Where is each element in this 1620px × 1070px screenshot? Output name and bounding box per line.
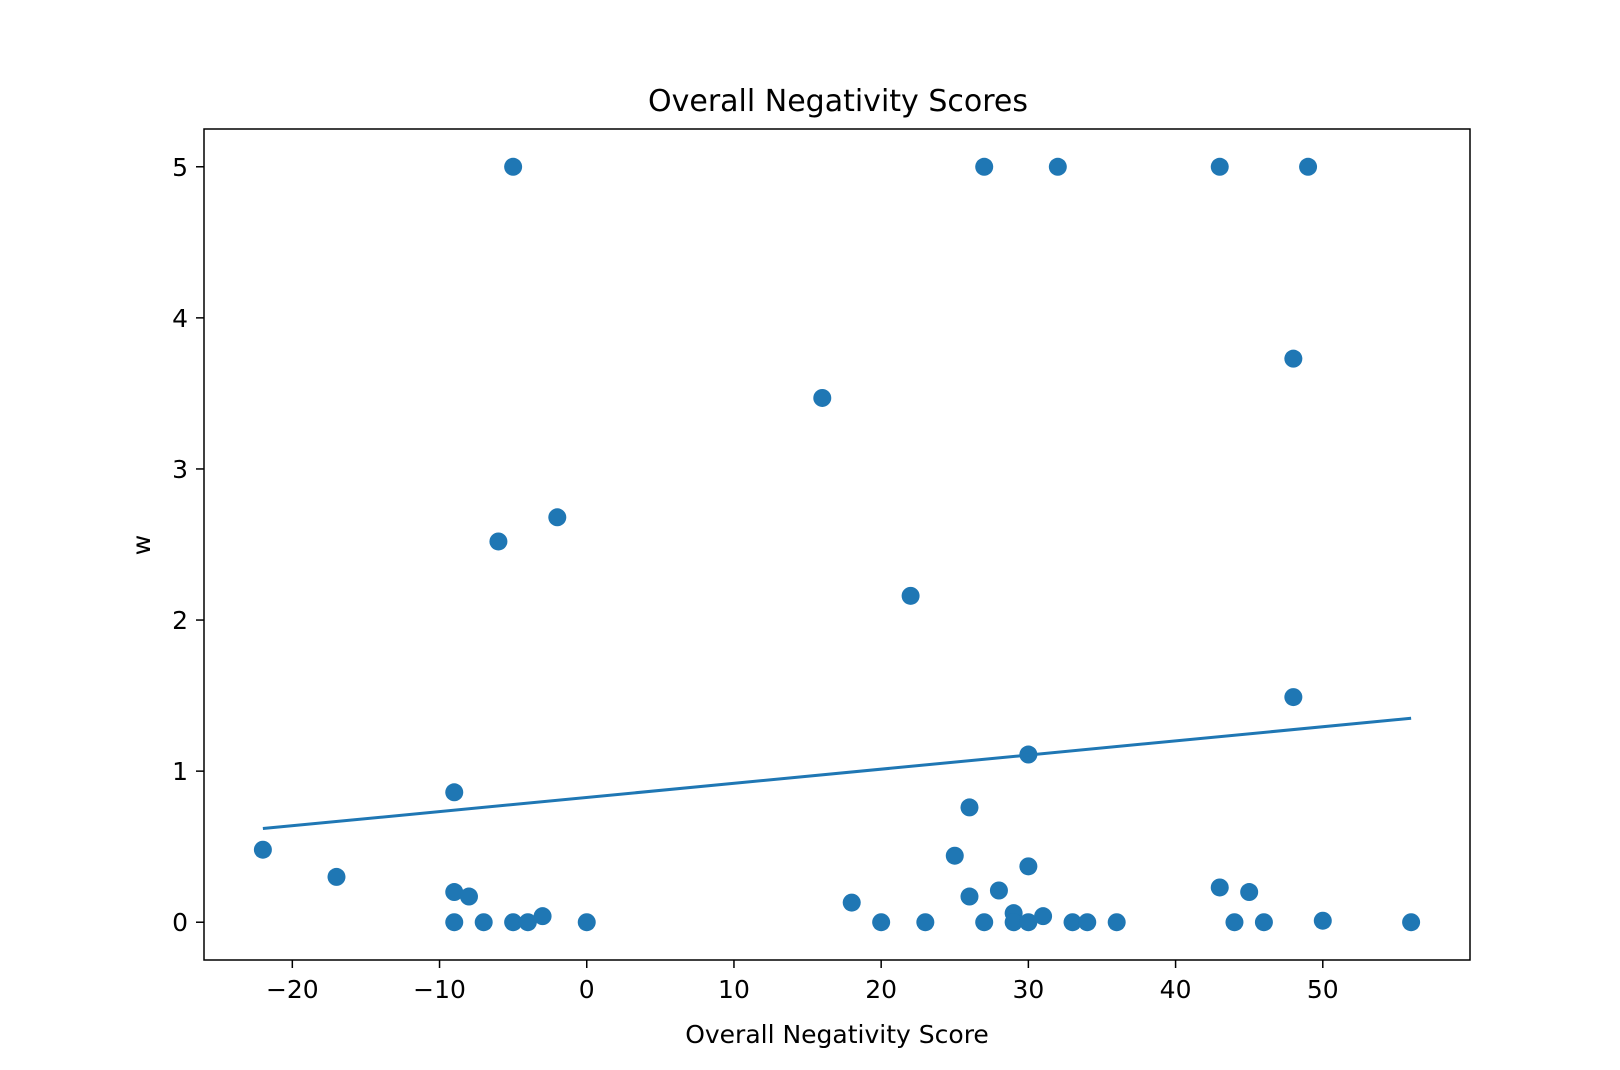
scatter-point [1284,688,1303,707]
scatter-point [1299,157,1318,176]
scatter-point [1225,913,1244,932]
scatter-point [327,867,346,886]
scatter-point [975,913,994,932]
x-axis-ticks: −20 −10 0 10 20 30 40 50 [266,960,1339,1004]
y-tick-label: 1 [172,757,188,786]
scatter-point [1210,157,1229,176]
x-tick-label: 40 [1160,975,1192,1004]
scatter-point [445,783,464,802]
scatter-point [445,913,464,932]
scatter-point [504,913,523,932]
scatter-point [1313,911,1332,930]
scatter-point [504,157,523,176]
scatter-point [842,893,861,912]
scatter-point [813,388,832,407]
scatter-point [548,508,567,527]
y-tick-label: 4 [172,304,188,333]
scatter-point [489,532,508,551]
scatter-point [577,913,596,932]
x-axis-label: Overall Negativity Score [685,1020,989,1049]
scatter-point [1284,349,1303,368]
y-axis-ticks: 0 1 2 3 4 5 [172,153,204,937]
x-tick-label: 30 [1012,975,1044,1004]
scatter-point [1240,883,1259,902]
x-tick-label: −10 [413,975,466,1004]
x-tick-label: 20 [865,975,897,1004]
scatter-point [1210,878,1229,897]
y-tick-label: 3 [172,455,188,484]
scatter-point [1004,913,1023,932]
x-tick-label: −20 [266,975,319,1004]
scatter-point [445,883,464,902]
scatter-point [1019,857,1038,876]
x-tick-label: 0 [579,975,595,1004]
scatter-point [1019,913,1038,932]
axes-frame [203,128,1471,961]
scatter-point [474,913,493,932]
scatter-point [901,586,920,605]
scatter-point [518,913,537,932]
scatter-point [975,157,994,176]
y-axis-label: w [127,535,156,555]
y-tick-label: 0 [172,908,188,937]
scatter-point [253,840,272,859]
scatter-point [945,846,964,865]
scatter-point [533,907,552,926]
plot-area [253,157,1421,932]
scatter-point [916,913,935,932]
scatter-point [1254,913,1273,932]
x-tick-label: 10 [718,975,750,1004]
scatter-point [1107,913,1126,932]
trend-line [262,716,1412,831]
scatter-point [459,887,478,906]
scatter-point [960,798,979,817]
scatter-point [1048,157,1067,176]
scatter-point [1078,913,1097,932]
scatter-point [989,881,1008,900]
scatter-point [872,913,891,932]
y-tick-label: 2 [172,606,188,635]
x-tick-label: 50 [1307,975,1339,1004]
scatter-point [960,887,979,906]
scatter-point [1402,913,1421,932]
scatter-point [1034,907,1053,926]
chart-title: Overall Negativity Scores [648,84,1028,119]
y-tick-label: 5 [172,153,188,182]
scatter-point [1063,913,1082,932]
